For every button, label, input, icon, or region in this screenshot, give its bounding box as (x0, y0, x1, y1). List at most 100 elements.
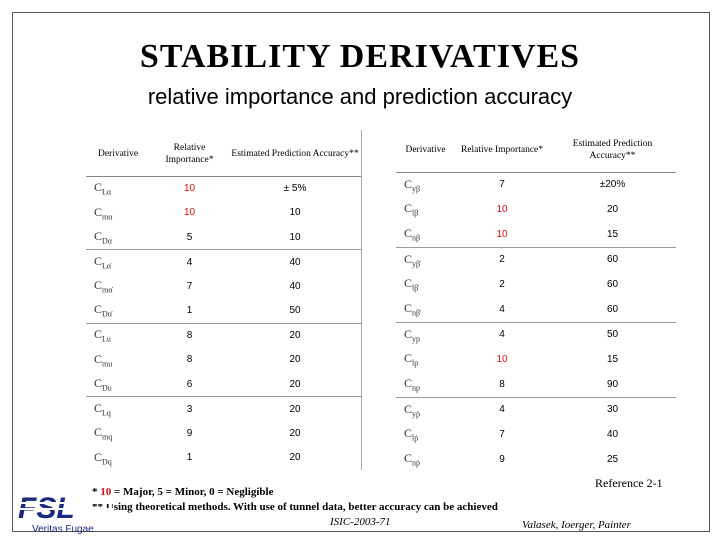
prediction-accuracy-cell: 50 (289, 305, 301, 316)
derivative-symbol: CDα̇ (86, 299, 150, 324)
prediction-accuracy-cell: 10 (289, 207, 301, 219)
relative-importance-cell: 4 (150, 249, 229, 274)
derivative-symbol-subscript: nβ (412, 233, 421, 243)
derivative-symbol-subscript: Du (102, 383, 112, 393)
derivative-symbol: CDα (86, 225, 150, 250)
relative-importance-cell: 7 (499, 429, 505, 440)
table-row: CLq 3 20 (86, 396, 361, 421)
prediction-accuracy-cell: 25 (606, 454, 619, 465)
derivative-symbol-base: C (94, 375, 103, 390)
derivative-symbol: Cyp (396, 321, 455, 347)
header-estimated-accuracy: Estimated Prediction Accuracy** (549, 128, 676, 173)
slide-title: STABILITY DERIVATIVES (139, 38, 581, 75)
table-row: Cmu 8 20 (86, 348, 361, 373)
derivative-symbol: Cmα (86, 201, 150, 226)
derivative-symbol-base: C (94, 327, 103, 342)
relative-importance-cell: 6 (186, 378, 193, 390)
prediction-accuracy-cell: 20 (289, 452, 301, 464)
derivative-symbol-subscript: lβ (412, 208, 419, 218)
slide-subtitle: relative importance and prediction accur… (147, 84, 573, 109)
table-row: Clṗ 7 40 (396, 422, 676, 447)
derivative-symbol-subscript: lṗ (412, 433, 419, 443)
derivative-symbol-subscript: yṗ (412, 408, 421, 418)
relative-importance-cell: 8 (499, 378, 505, 390)
derivative-symbol-base: C (404, 376, 413, 391)
prediction-accuracy-cell: 20 (289, 427, 301, 439)
table-row: Cyp 4 50 (396, 321, 676, 347)
prediction-accuracy-cell: 50 (549, 321, 676, 347)
derivative-symbol-base: C (404, 351, 413, 366)
prediction-accuracy-cell: 30 (549, 396, 676, 422)
footnote-accuracy: ** Using theoretical methods. With use o… (92, 501, 498, 513)
derivative-symbol-subscript: yp (412, 333, 421, 343)
derivative-symbol: Clβ̇ (396, 272, 455, 297)
derivative-symbol: CLα (86, 176, 150, 201)
derivative-symbol-base: C (94, 253, 103, 268)
right-derivative-table: Derivative Relative Importance* Estimate… (396, 128, 676, 472)
derivative-symbol: CLα̇ (86, 249, 150, 274)
derivative-symbol-base: C (94, 449, 103, 464)
table-row: Cmα 10 10 (86, 201, 361, 226)
prediction-accuracy-cell: 90 (606, 378, 619, 390)
table-row: Cnβ̇ 4 60 (396, 297, 676, 322)
derivative-symbol-base: C (94, 400, 103, 415)
header-derivative: Derivative (86, 132, 150, 177)
derivative-symbol-subscript: Dq (102, 456, 112, 466)
header-derivative: Derivative (396, 128, 455, 173)
table-row: Clp 10 15 (396, 347, 676, 372)
relative-importance-cell: 1 (186, 452, 193, 464)
derivative-symbol-base: C (94, 228, 103, 243)
derivative-symbol: CLu (86, 322, 150, 348)
table-row: Cmα̇ 7 40 (86, 274, 361, 299)
derivative-symbol-base: C (404, 301, 413, 316)
derivative-symbol-base: C (94, 204, 103, 219)
header-estimated-accuracy: Estimated Prediction Accuracy** (229, 132, 361, 177)
derivative-symbol-subscript: Lα̇ (102, 261, 112, 271)
derivative-symbol-base: C (94, 180, 103, 195)
derivative-symbol: Clṗ (396, 422, 455, 447)
relative-importance-cell: 2 (455, 246, 549, 272)
fsl-logo-tagline: Veritas Fugae (32, 524, 94, 535)
derivative-symbol-base: C (404, 451, 413, 466)
table-row: Cnp 8 90 (396, 372, 676, 397)
derivative-symbol-subscript: Lq (102, 408, 111, 418)
derivative-symbol: Cnṗ (396, 447, 455, 472)
derivative-symbol-subscript: yβ (412, 183, 421, 193)
table-row: Cnβ 10 15 (396, 222, 676, 247)
fsl-logo-letters: FSL (14, 492, 114, 525)
prediction-accuracy-cell: 60 (549, 246, 676, 272)
derivative-symbol-base: C (404, 426, 413, 441)
relative-importance-cell: 4 (455, 321, 549, 347)
derivative-symbol-subscript: mq (102, 432, 113, 442)
course-code: ISIC-2003-71 (330, 516, 391, 528)
derivative-symbol-base: C (404, 276, 413, 291)
footnote-importance-text: = Major, 5 = Minor, 0 = Negligible (111, 486, 274, 498)
table-row: CDα̇ 1 50 (86, 299, 361, 324)
table-row: CDu 6 20 (86, 372, 361, 397)
prediction-accuracy-cell: 15 (606, 228, 619, 240)
derivative-symbol-base: C (94, 278, 103, 293)
header-relative-importance: Relative Importance* (150, 132, 229, 177)
relative-importance-cell: 5 (186, 231, 193, 243)
table-row: CLα̇ 4 40 (86, 249, 361, 274)
table-row: CDq 1 20 (86, 446, 361, 471)
derivative-symbol: Cyṗ (396, 396, 455, 422)
derivative-symbol-base: C (94, 425, 103, 440)
footnote-importance-major-value: 10 (100, 486, 112, 498)
relative-importance-cell: 10 (496, 354, 508, 365)
prediction-accuracy-cell: 20 (289, 378, 301, 390)
derivative-symbol: Cmq (86, 421, 150, 446)
relative-importance-cell: 7 (499, 179, 505, 191)
table-row: Cnṗ 9 25 (396, 447, 676, 472)
derivative-symbol-subscript: Dα (102, 236, 112, 246)
table-row: Cyβ̇ 2 60 (396, 246, 676, 272)
authors-label: Valasek, Ioerger, Painter (522, 519, 631, 531)
relative-importance-cell: 3 (150, 396, 229, 421)
relative-importance-cell: 1 (186, 305, 193, 316)
prediction-accuracy-cell: 15 (606, 354, 619, 365)
relative-importance-cell: 8 (186, 354, 193, 366)
derivative-symbol: CDu (86, 372, 150, 397)
table-row: Cyṗ 4 30 (396, 396, 676, 422)
table-row: CLα 10 ± 5% (86, 176, 361, 201)
derivative-symbol-subscript: Dα̇ (102, 309, 112, 319)
